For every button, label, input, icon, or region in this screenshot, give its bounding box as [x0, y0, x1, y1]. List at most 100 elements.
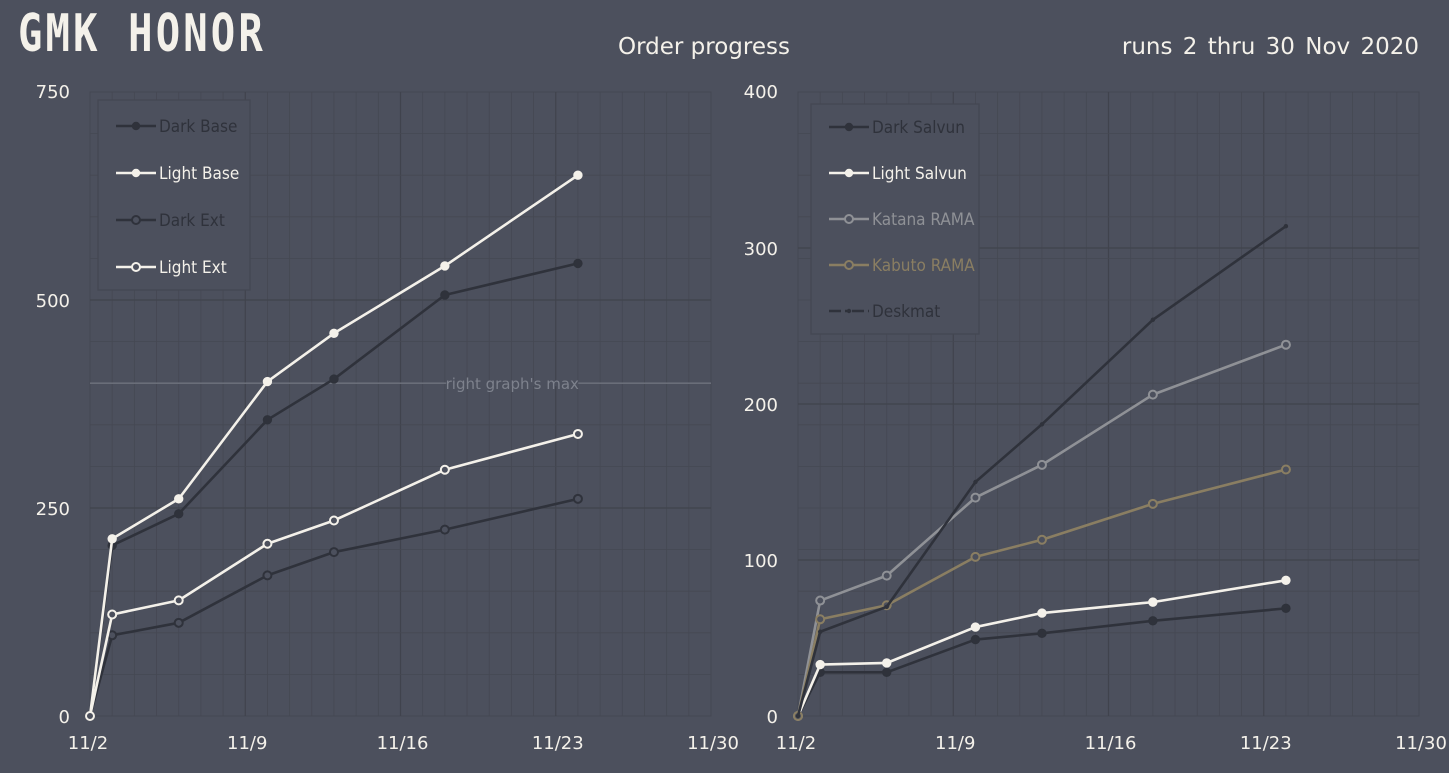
- data-point: [815, 614, 826, 625]
- series-deskmat: [795, 223, 1289, 719]
- data-point: [1036, 534, 1047, 545]
- data-point: [1147, 498, 1158, 509]
- data-point: [795, 713, 801, 719]
- data-point: [439, 524, 450, 535]
- x-tick-label: 11/9: [227, 733, 267, 754]
- data-point: [970, 492, 981, 503]
- legend-label: Dark Salvun: [872, 118, 965, 138]
- data-point: [884, 604, 889, 609]
- data-point: [174, 494, 184, 504]
- series-light-salvun: [793, 575, 1291, 721]
- data-point: [262, 570, 273, 581]
- data-point: [1150, 317, 1156, 322]
- legend-label: Deskmat: [872, 302, 940, 322]
- data-point: [573, 258, 583, 269]
- legend-label: Light Salvun: [872, 164, 967, 184]
- legend-item-dark-salvun: Dark Salvun: [829, 118, 965, 138]
- legend-swatch-marker: [131, 168, 141, 178]
- data-point: [970, 634, 981, 645]
- legend-swatch-marker: [846, 308, 852, 314]
- data-point: [439, 464, 450, 475]
- legend-item-dark-base: Dark Base: [116, 117, 237, 137]
- data-point: [1281, 575, 1291, 585]
- data-point: [173, 595, 184, 606]
- data-point: [262, 415, 273, 425]
- right-chart: 0 100 200 300 400 11/2 11/9 11/16 11/23 11/30 Dark…: [744, 82, 1447, 754]
- legend-label: Dark Base: [159, 117, 237, 137]
- legend-swatch-marker: [131, 121, 141, 131]
- data-point: [173, 617, 184, 628]
- series-light-base: [85, 170, 583, 721]
- x-tick-label: 11/30: [1395, 733, 1447, 754]
- brand-logo: GMK HONOR: [18, 4, 266, 64]
- x-tick-label: 11/9: [935, 733, 975, 754]
- legend-swatch-marker: [844, 214, 854, 224]
- x-tick-label: 11/23: [532, 733, 584, 754]
- legend-item-light-base: Light Base: [116, 164, 239, 184]
- y-tick-label: 500: [36, 291, 70, 312]
- data-point: [815, 595, 826, 606]
- legend-item-light-salvun: Light Salvun: [829, 164, 967, 184]
- legend-label: Kabuto RAMA: [872, 256, 975, 276]
- data-point: [817, 629, 823, 634]
- data-point: [815, 659, 825, 670]
- x-tick-label: 11/2: [68, 733, 108, 754]
- data-point: [1281, 603, 1291, 614]
- data-point: [440, 290, 450, 300]
- legend-swatch-marker: [844, 168, 854, 178]
- legend-swatch-marker: [131, 262, 141, 272]
- legend-item-deskmat: Deskmat: [829, 302, 940, 322]
- data-point: [329, 328, 339, 338]
- data-point: [262, 376, 273, 387]
- legend: Dark Salvun Light Salvun Katana RAMA Kabuto…: [810, 103, 980, 335]
- left-chart: 0 250 500 750 11/2 11/9 11/16 11/23 11/30 right g…: [36, 82, 739, 754]
- y-tick-label: 400: [744, 82, 778, 103]
- data-point: [107, 534, 117, 544]
- data-point: [440, 261, 450, 271]
- y-tick-label: 100: [744, 551, 778, 572]
- series-kabuto-rama: [793, 464, 1291, 721]
- x-tick-label: 11/23: [1240, 733, 1292, 754]
- legend-item-dark-ext: Dark Ext: [116, 211, 225, 231]
- legend-box: [97, 99, 251, 291]
- legend-label: Katana RAMA: [872, 210, 975, 230]
- y-tick-label: 250: [36, 499, 70, 520]
- data-point: [1037, 628, 1047, 639]
- data-point: [573, 170, 583, 180]
- data-point: [970, 622, 981, 632]
- y-tick-label: 750: [36, 82, 70, 103]
- legend: Dark Base Light Base Dark Ext Light Ext: [97, 99, 251, 291]
- reference-label-backdrop: [446, 380, 579, 387]
- data-point: [1148, 597, 1158, 607]
- data-point: [328, 547, 339, 558]
- legend-swatch-marker: [131, 215, 141, 225]
- legend-swatch-marker: [844, 122, 854, 132]
- data-point: [85, 711, 95, 721]
- x-tick-label: 11/2: [776, 733, 816, 754]
- data-point: [1039, 422, 1045, 427]
- data-point: [572, 428, 583, 439]
- data-point: [882, 667, 892, 678]
- data-point: [1280, 339, 1291, 350]
- x-tick-label: 11/30: [687, 733, 739, 754]
- chart-title: Order progress: [618, 34, 790, 60]
- data-point: [1037, 608, 1047, 618]
- data-point: [329, 374, 339, 384]
- legend-label: Light Base: [159, 164, 239, 184]
- data-point: [1148, 616, 1158, 626]
- data-point: [1283, 223, 1289, 229]
- series-light-ext: [85, 428, 583, 721]
- data-point: [1147, 389, 1158, 400]
- x-tick-label: 11/16: [1085, 733, 1137, 754]
- data-point: [882, 658, 892, 668]
- data-point: [572, 493, 583, 504]
- legend-label: Dark Ext: [159, 211, 225, 231]
- data-point: [328, 515, 339, 526]
- legend-item-kabuto-rama: Kabuto RAMA: [829, 256, 975, 276]
- legend-item-katana-rama: Katana RAMA: [829, 210, 975, 230]
- y-tick-label: 0: [59, 707, 70, 728]
- data-point: [1280, 464, 1291, 475]
- data-point: [970, 551, 981, 562]
- reference-line-label: right graph's max: [446, 375, 579, 393]
